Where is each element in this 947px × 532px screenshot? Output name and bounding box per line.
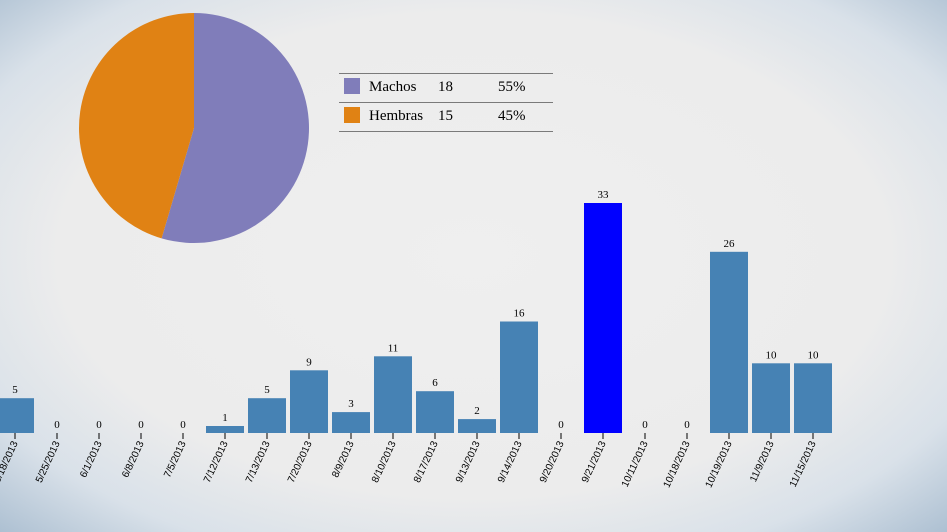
bar-value-label: 0 [558, 419, 564, 431]
x-tick-label: 9/14/2013 [496, 439, 525, 484]
bar[interactable] [458, 419, 496, 433]
bar-value-label: 0 [54, 419, 60, 431]
bar-value-label: 5 [264, 384, 270, 396]
bar[interactable] [416, 391, 454, 433]
bar-value-label: 0 [180, 419, 186, 431]
x-tick-label: 8/17/2013 [412, 439, 441, 484]
legend-swatch-hembras [344, 107, 360, 123]
x-tick-label: 9/13/2013 [454, 439, 483, 484]
legend-row-hembras[interactable]: Hembras 15 45% [339, 102, 553, 132]
x-tick-label: 8/10/2013 [370, 439, 399, 484]
bar-value-label: 11 [388, 342, 399, 354]
x-tick-label: 11/9/2013 [748, 439, 777, 484]
bar[interactable] [290, 370, 328, 433]
pie-legend: Machos 18 55% Hembras 15 45% [339, 73, 553, 132]
x-tick-label: 10/19/2013 [704, 439, 735, 489]
bar-value-label: 10 [808, 349, 820, 361]
bar-value-label: 10 [766, 349, 778, 361]
pie-slice-machos[interactable] [161, 13, 310, 243]
bar-value-label: 0 [684, 419, 690, 431]
x-tick-label: 8/9/2013 [330, 439, 357, 479]
bar-value-label: 1 [222, 412, 228, 424]
bar-value-label: 33 [598, 189, 610, 201]
bar[interactable] [584, 203, 622, 433]
x-tick-label: 7/5/2013 [162, 439, 189, 479]
legend-swatch-machos [344, 78, 360, 94]
bar-value-label: 0 [96, 419, 102, 431]
bar[interactable] [752, 363, 790, 433]
legend-freq-hembras: 15 [438, 108, 453, 124]
bar-value-label: 3 [348, 398, 354, 410]
bar-value-label: 5 [12, 384, 18, 396]
legend-freq-machos: 18 [438, 79, 453, 95]
x-tick-label: 9/21/2013 [580, 439, 609, 484]
x-tick-label: 6/1/2013 [78, 439, 105, 479]
pie-slice-hembras[interactable] [79, 13, 194, 239]
x-tick-label: 5/25/2013 [34, 439, 63, 484]
x-tick-label: 11/15/2013 [788, 439, 819, 489]
legend-pct-machos: 55% [498, 79, 526, 95]
x-tick-label: 9/20/2013 [538, 439, 567, 484]
legend-pct-hembras: 45% [498, 108, 526, 124]
bar[interactable] [374, 356, 412, 433]
x-tick-label: 5/18/2013 [0, 439, 21, 484]
x-tick-label: 10/18/2013 [662, 439, 693, 489]
x-tick-label: 7/12/2013 [202, 439, 231, 484]
bar[interactable] [332, 412, 370, 433]
bar[interactable] [500, 321, 538, 434]
x-tick-label: 6/8/2013 [120, 439, 147, 479]
bar[interactable] [794, 363, 832, 433]
bar[interactable] [0, 398, 34, 433]
bar[interactable] [206, 426, 244, 433]
bar-value-label: 6 [432, 377, 438, 389]
legend-row-machos[interactable]: Machos 18 55% [339, 73, 553, 103]
bar[interactable] [248, 398, 286, 433]
bar-value-label: 26 [724, 238, 736, 250]
bar-value-label: 9 [306, 356, 312, 368]
legend-label-machos: Machos [369, 79, 417, 95]
bar-value-label: 0 [642, 419, 648, 431]
bar[interactable] [710, 251, 748, 433]
bar-value-label: 16 [514, 307, 526, 319]
x-tick-label: 10/11/2013 [620, 439, 651, 489]
bar-value-label: 0 [138, 419, 144, 431]
legend-label-hembras: Hembras [369, 108, 424, 124]
x-tick-label: 7/20/2013 [286, 439, 315, 484]
bar-value-label: 2 [474, 405, 480, 417]
x-tick-label: 7/13/2013 [244, 439, 273, 484]
